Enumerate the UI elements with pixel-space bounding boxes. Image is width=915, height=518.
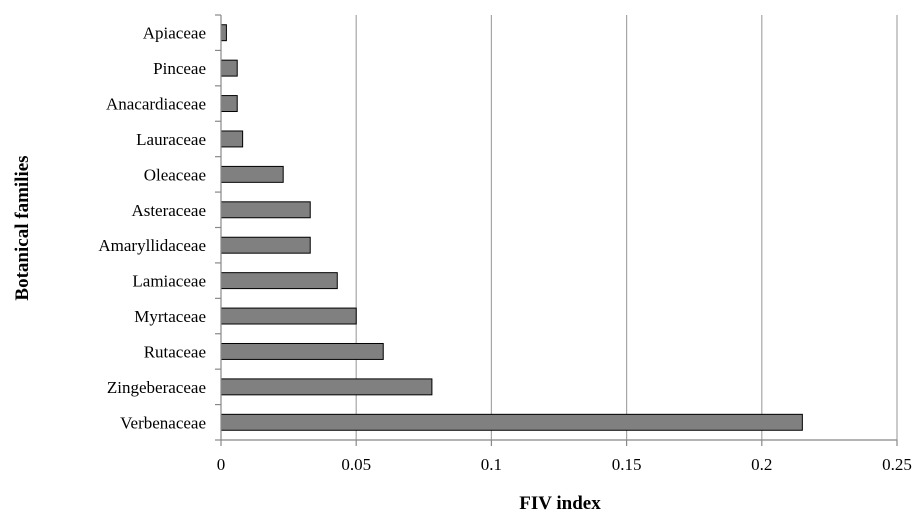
bar [220,272,338,290]
x-tick-label: 0 [217,455,226,474]
y-tick-label: Lamiaceae [132,272,206,291]
x-axis-title: FIV index [519,493,601,514]
gridlines [355,15,898,440]
x-tick-label: 0.15 [612,455,642,474]
bar [220,413,803,431]
y-tick-label: Anacardiaceae [106,95,206,114]
y-tick-label: Apiaceae [143,24,206,43]
y-tick-label: Pinceae [153,59,206,78]
y-tick-label: Oleaceae [144,165,206,184]
y-tick-label: Amaryllidaceae [98,236,206,255]
y-tick-label: Asteraceae [131,201,206,220]
axes [215,14,898,446]
bars [220,24,803,431]
x-tick-label: 0.25 [882,455,912,474]
bar [220,130,244,148]
bar [220,236,311,254]
bar [220,59,238,77]
y-tick-label: Verbenaceae [120,413,206,432]
bar [220,201,311,219]
y-tick-label: Myrtaceae [134,307,206,326]
tick-labels: 0 0.05 0.1 0.15 0.2 0.25 Verbenaceae Zingeberac… [98,24,911,474]
bar [220,378,433,396]
y-axis-title: Botanical families [12,155,33,300]
y-tick-label: Zingeberaceae [107,378,206,397]
bar [220,165,284,183]
y-tick-label: Lauraceae [136,130,206,149]
bar [220,95,238,113]
x-tick-label: 0.1 [481,455,502,474]
bar [220,342,384,360]
x-tick-label: 0.2 [751,455,772,474]
bar [220,307,357,325]
bar [220,24,227,42]
x-tick-label: 0.05 [341,455,371,474]
y-tick-label: Rutaceae [144,342,206,361]
